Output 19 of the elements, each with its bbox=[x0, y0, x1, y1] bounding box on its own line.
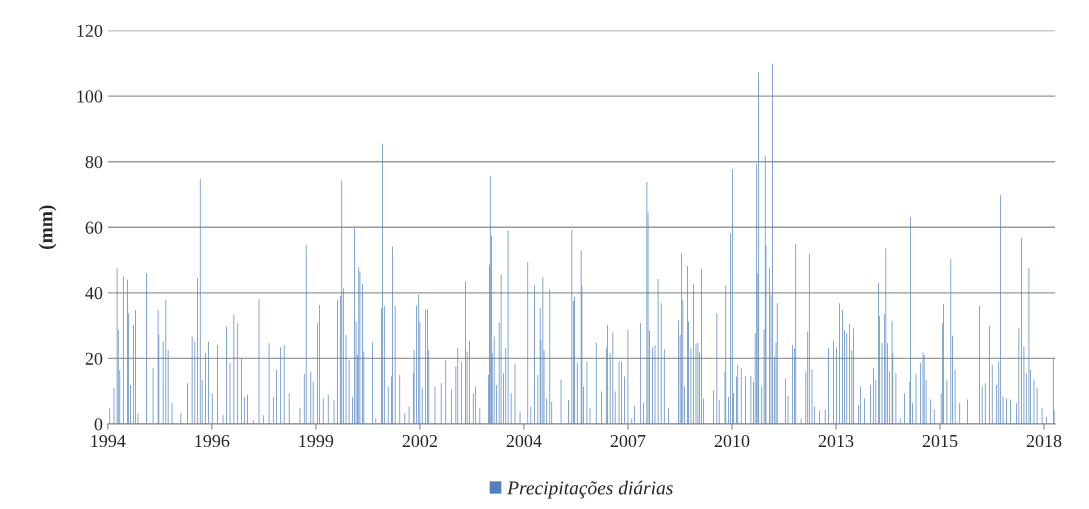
y-tick-label: 0 bbox=[94, 418, 103, 431]
y-tick-label: 100 bbox=[77, 90, 103, 103]
x-tick-label: 2010 bbox=[714, 434, 750, 448]
x-tick-label: 1994 bbox=[91, 434, 126, 448]
y-axis-title: (mm) bbox=[38, 205, 57, 250]
y-tick-label: 120 bbox=[77, 24, 103, 37]
x-tick-label: 2004 bbox=[506, 434, 542, 448]
y-tick-label: 80 bbox=[85, 155, 103, 169]
x-tick-label: 2015 bbox=[922, 434, 958, 448]
x-tick-label: 1996 bbox=[195, 434, 230, 448]
y-tick-label: 40 bbox=[85, 287, 103, 300]
x-tick-label: 2018 bbox=[1026, 434, 1062, 448]
x-tick-label: 2013 bbox=[818, 434, 854, 448]
x-tick-label: 2002 bbox=[402, 434, 437, 448]
x-tick-label: 2007 bbox=[610, 434, 646, 448]
y-tick-label: 60 bbox=[85, 221, 103, 234]
y-tick-label: 20 bbox=[85, 352, 103, 365]
legend-label: Precipitações diárias bbox=[507, 480, 673, 499]
x-tick-label: 1999 bbox=[299, 434, 334, 448]
